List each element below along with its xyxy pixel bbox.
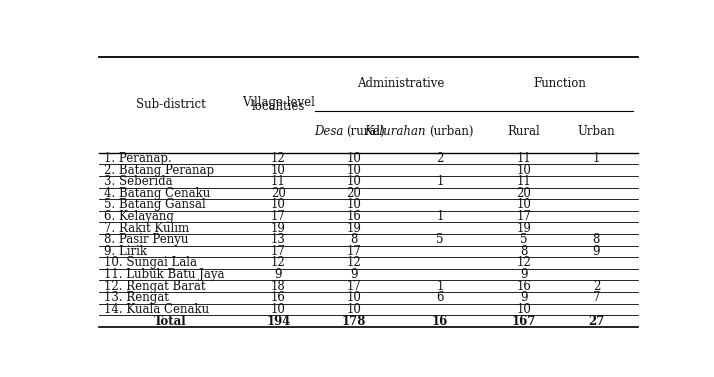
Text: 2. Batang Peranap: 2. Batang Peranap bbox=[104, 164, 213, 176]
Text: 10: 10 bbox=[271, 164, 286, 176]
Text: 178: 178 bbox=[342, 314, 366, 328]
Text: (urban): (urban) bbox=[429, 125, 473, 138]
Text: 9: 9 bbox=[520, 268, 528, 281]
Text: 8. Pasir Penyu: 8. Pasir Penyu bbox=[104, 233, 188, 246]
Text: 19: 19 bbox=[346, 222, 361, 234]
Text: 14. Kuala Cenaku: 14. Kuala Cenaku bbox=[104, 303, 208, 316]
Text: 1: 1 bbox=[436, 280, 444, 293]
Text: 10: 10 bbox=[346, 175, 361, 188]
Text: Sub-district: Sub-district bbox=[136, 98, 206, 111]
Text: Administrative: Administrative bbox=[357, 77, 445, 90]
Text: 16: 16 bbox=[346, 210, 361, 223]
Text: 9: 9 bbox=[593, 245, 600, 258]
Text: 19: 19 bbox=[271, 222, 286, 234]
Text: 10: 10 bbox=[346, 291, 361, 304]
Text: 13: 13 bbox=[271, 233, 286, 246]
Text: 12: 12 bbox=[346, 256, 361, 270]
Text: 8: 8 bbox=[593, 233, 600, 246]
Text: 5: 5 bbox=[520, 233, 528, 246]
Text: 10: 10 bbox=[516, 164, 531, 176]
Text: 6: 6 bbox=[436, 291, 444, 304]
Text: 1: 1 bbox=[436, 210, 444, 223]
Text: 20: 20 bbox=[346, 187, 361, 200]
Text: 9: 9 bbox=[350, 268, 358, 281]
Text: 11: 11 bbox=[516, 175, 531, 188]
Text: 8: 8 bbox=[520, 245, 528, 258]
Text: 17: 17 bbox=[346, 245, 361, 258]
Text: 167: 167 bbox=[511, 314, 536, 328]
Text: 16: 16 bbox=[432, 314, 448, 328]
Text: 194: 194 bbox=[266, 314, 291, 328]
Text: 3. Seberida: 3. Seberida bbox=[104, 175, 172, 188]
Text: 9: 9 bbox=[275, 268, 282, 281]
Text: 9. Lirik: 9. Lirik bbox=[104, 245, 146, 258]
Text: 12: 12 bbox=[271, 152, 286, 165]
Text: Village level: Village level bbox=[242, 96, 315, 109]
Text: 4. Batang Cenaku: 4. Batang Cenaku bbox=[104, 187, 210, 200]
Text: 10: 10 bbox=[516, 303, 531, 316]
Text: Total: Total bbox=[154, 314, 187, 328]
Text: 17: 17 bbox=[271, 245, 286, 258]
Text: 7. Rakit Kulim: 7. Rakit Kulim bbox=[104, 222, 188, 234]
Text: 16: 16 bbox=[271, 291, 286, 304]
Text: 12: 12 bbox=[516, 256, 531, 270]
Text: Desa: Desa bbox=[315, 125, 344, 138]
Text: 10: 10 bbox=[271, 198, 286, 211]
Text: Urban: Urban bbox=[578, 125, 615, 138]
Text: 20: 20 bbox=[516, 187, 531, 200]
Text: 1: 1 bbox=[593, 152, 600, 165]
Text: 8: 8 bbox=[350, 233, 358, 246]
Text: 6. Kelayang: 6. Kelayang bbox=[104, 210, 174, 223]
Text: 10: 10 bbox=[346, 152, 361, 165]
Text: 10: 10 bbox=[516, 198, 531, 211]
Text: 17: 17 bbox=[271, 210, 286, 223]
Text: Rural: Rural bbox=[507, 125, 540, 138]
Text: 17: 17 bbox=[516, 210, 531, 223]
Text: 10: 10 bbox=[346, 198, 361, 211]
Text: 11: 11 bbox=[516, 152, 531, 165]
Text: 10: 10 bbox=[271, 303, 286, 316]
Text: 2: 2 bbox=[593, 280, 600, 293]
Text: 17: 17 bbox=[346, 280, 361, 293]
Text: 18: 18 bbox=[271, 280, 286, 293]
Text: 7: 7 bbox=[593, 291, 600, 304]
Text: Kelurahan: Kelurahan bbox=[365, 125, 426, 138]
Text: 12. Rengat Barat: 12. Rengat Barat bbox=[104, 280, 205, 293]
Text: (rural): (rural) bbox=[346, 125, 385, 138]
Text: 2: 2 bbox=[436, 152, 444, 165]
Text: 10. Sungai Lala: 10. Sungai Lala bbox=[104, 256, 196, 270]
Text: 12: 12 bbox=[271, 256, 286, 270]
Text: 5: 5 bbox=[436, 233, 444, 246]
Text: 11. Lubuk Batu Jaya: 11. Lubuk Batu Jaya bbox=[104, 268, 224, 281]
Text: Function: Function bbox=[533, 77, 586, 90]
Text: 10: 10 bbox=[346, 164, 361, 176]
Text: 20: 20 bbox=[271, 187, 286, 200]
Text: 19: 19 bbox=[516, 222, 531, 234]
Text: 27: 27 bbox=[588, 314, 605, 328]
Text: 9: 9 bbox=[520, 291, 528, 304]
Text: 5. Batang Gansal: 5. Batang Gansal bbox=[104, 198, 206, 211]
Text: 1: 1 bbox=[436, 175, 444, 188]
Text: 10: 10 bbox=[346, 303, 361, 316]
Text: 16: 16 bbox=[516, 280, 531, 293]
Text: localities: localities bbox=[252, 100, 305, 113]
Text: 13. Rengat: 13. Rengat bbox=[104, 291, 169, 304]
Text: 11: 11 bbox=[271, 175, 286, 188]
Text: 1. Peranap.: 1. Peranap. bbox=[104, 152, 171, 165]
